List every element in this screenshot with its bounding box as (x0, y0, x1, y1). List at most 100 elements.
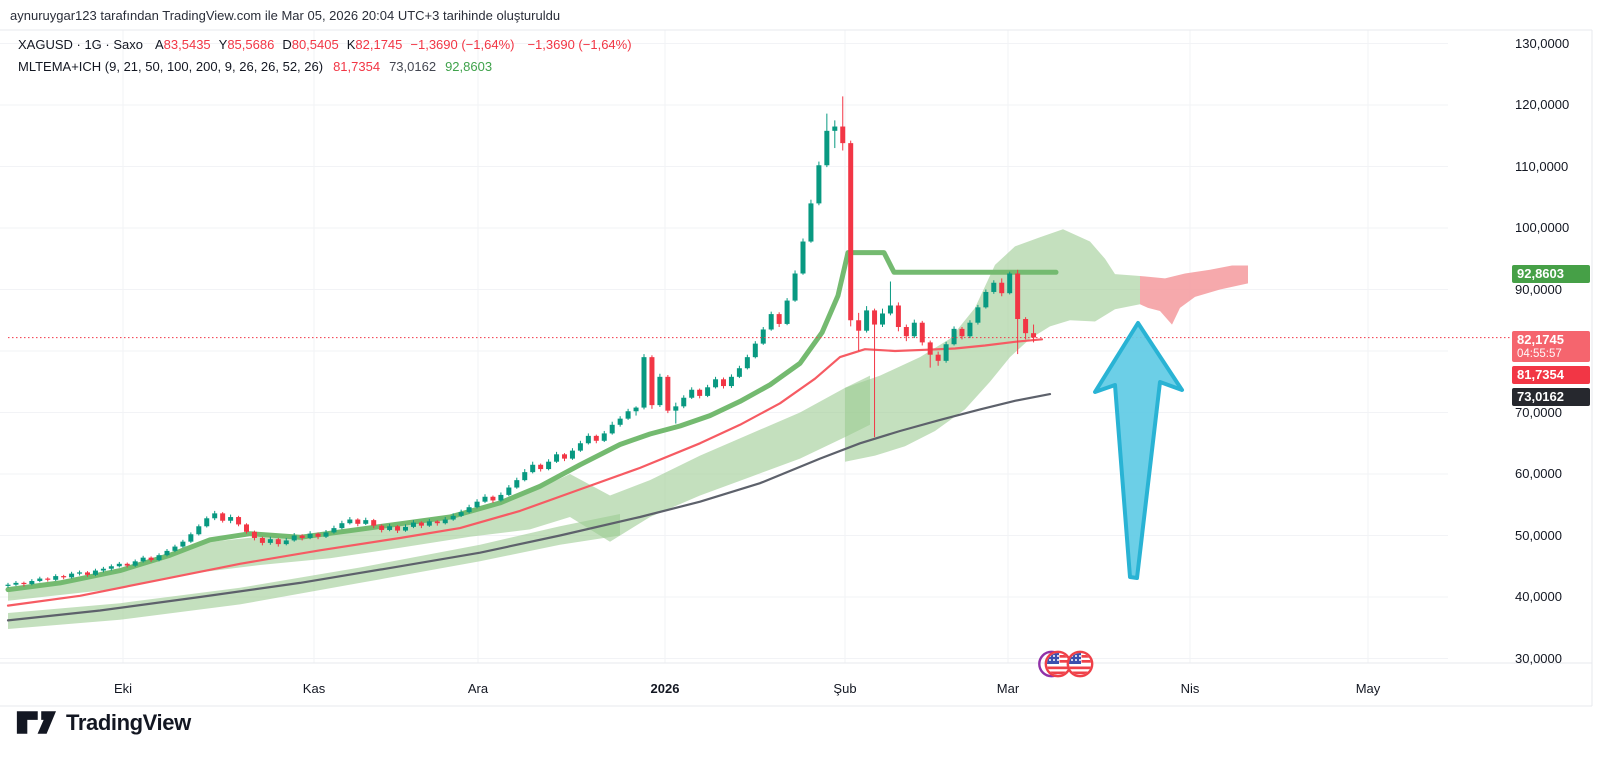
candle-body (593, 435, 599, 441)
price-badge: 82,1745 04:55:57 (1512, 331, 1590, 362)
indicator-value: 73,0162 (389, 59, 437, 74)
tradingview-logo-icon (16, 711, 56, 734)
candle-body (331, 528, 337, 533)
candle-body (100, 568, 106, 571)
flag-circle-1 (1044, 650, 1072, 678)
tradingview-logo[interactable]: TradingView (16, 709, 191, 736)
candle-body (180, 541, 186, 547)
ohlc-label: K (346, 37, 356, 52)
candle-body (840, 126, 846, 144)
candle-body (967, 322, 973, 337)
price-tick-label: 120,0000 (1515, 97, 1570, 112)
kumo-mid (8, 375, 870, 601)
candle-body (291, 535, 297, 541)
candle-body (236, 517, 242, 525)
candle-body (713, 379, 719, 388)
ohlc-label: D (282, 37, 292, 52)
change-value: −1,3690 (−1,64%) (410, 37, 515, 52)
candle-body (824, 130, 830, 166)
candle-body (991, 282, 997, 292)
candle-body (530, 464, 536, 473)
indicator-legend-row: MLTEMA+ICH (9, 21, 50, 100, 200, 9, 26, … (18, 56, 645, 78)
time-tick-label: Mar (996, 681, 1020, 696)
candle-body (474, 501, 480, 508)
ohlc-value: 83,5435 (163, 37, 211, 52)
chart-legend: XAGUSD · 1G · Saxo A83,5435 Y85,5686 D80,54… (18, 34, 645, 78)
price-tick-label: 40,0000 (1515, 589, 1562, 604)
candle-body (45, 578, 51, 580)
candle-body (522, 472, 528, 481)
time-tick-label: Kas (302, 681, 326, 696)
candle-body (689, 389, 695, 398)
price-tick-label: 30,0000 (1515, 650, 1562, 666)
candle-body (856, 320, 862, 331)
candle-body (116, 563, 122, 567)
candle-body (585, 435, 591, 444)
attribution-text: aynuruygar123 tarafından TradingView.com… (10, 8, 561, 23)
candle-body (124, 563, 130, 566)
candle-body (458, 512, 464, 516)
candle-body (307, 533, 313, 538)
candle-body (347, 519, 353, 524)
candle-body (220, 513, 226, 521)
candle-body (410, 522, 416, 527)
tema-red (6, 338, 1044, 607)
price-badge: 81,7354 (1512, 366, 1590, 384)
candle-body (172, 546, 178, 551)
candle-body (69, 573, 75, 578)
candle-body (29, 581, 35, 585)
candle-body (768, 314, 774, 330)
time-tick-label: Nis (1180, 681, 1200, 696)
candle-body (633, 407, 639, 412)
up-arrow-annotation[interactable] (1093, 321, 1184, 580)
candle-body (13, 582, 19, 585)
candle-body (848, 143, 854, 321)
candle-body (554, 454, 560, 462)
price-tick-label: 50,0000 (1515, 527, 1562, 543)
candle-body (188, 534, 194, 542)
candle-body (148, 557, 154, 561)
candle-body (959, 328, 965, 337)
candle-body (951, 328, 957, 345)
price-tick-label: 70,0000 (1515, 404, 1562, 420)
candle-body (641, 357, 647, 408)
bar-countdown: 04:55:57 (1517, 348, 1562, 360)
candle-body (156, 555, 162, 561)
candle-body (418, 522, 424, 526)
price-axis[interactable]: 130,0000 120,0000 110,0000 100,0000 90,0000 7… (1448, 0, 1600, 776)
candle-body (53, 576, 59, 580)
price-tick-label: 90,0000 (1515, 281, 1562, 297)
tema-gray (6, 393, 1052, 622)
price-tick-label: 130,0000 (1515, 35, 1570, 51)
us-flag-stamp-icon (1038, 650, 1094, 678)
candle-body (403, 526, 408, 531)
candle-body (1031, 333, 1037, 338)
time-axis[interactable]: Eki Kas Ara 2026 Şub Mar Nis May (0, 663, 1448, 706)
candle-body (705, 387, 711, 396)
price-badge: 73,0162 (1512, 388, 1590, 406)
candle-body (609, 424, 615, 434)
candle-body (450, 515, 456, 520)
candle-body (387, 526, 393, 530)
kumo-lower (8, 514, 620, 629)
candle-body (92, 570, 98, 575)
indicator-title: MLTEMA+ICH (9, 21, 50, 100, 200, 9, 26, … (18, 59, 324, 74)
tema-green (5, 250, 1059, 593)
candle-body (164, 550, 170, 556)
candle-body (776, 314, 782, 324)
candle-body (426, 521, 432, 526)
candle-body (895, 305, 901, 328)
candle-body (903, 327, 909, 337)
change-value: −1,3690 (−1,64%) (527, 37, 632, 52)
time-tick-label: May (1355, 681, 1381, 696)
candle-body (601, 433, 607, 441)
candle-body (498, 494, 504, 501)
candle-body (61, 576, 67, 578)
tradingview-logo-text: TradingView (66, 709, 191, 735)
time-tick-label: Şub (833, 681, 857, 696)
price-tick-label: 100,0000 (1515, 220, 1570, 235)
candle-body (315, 533, 321, 537)
candle-body (577, 443, 583, 451)
